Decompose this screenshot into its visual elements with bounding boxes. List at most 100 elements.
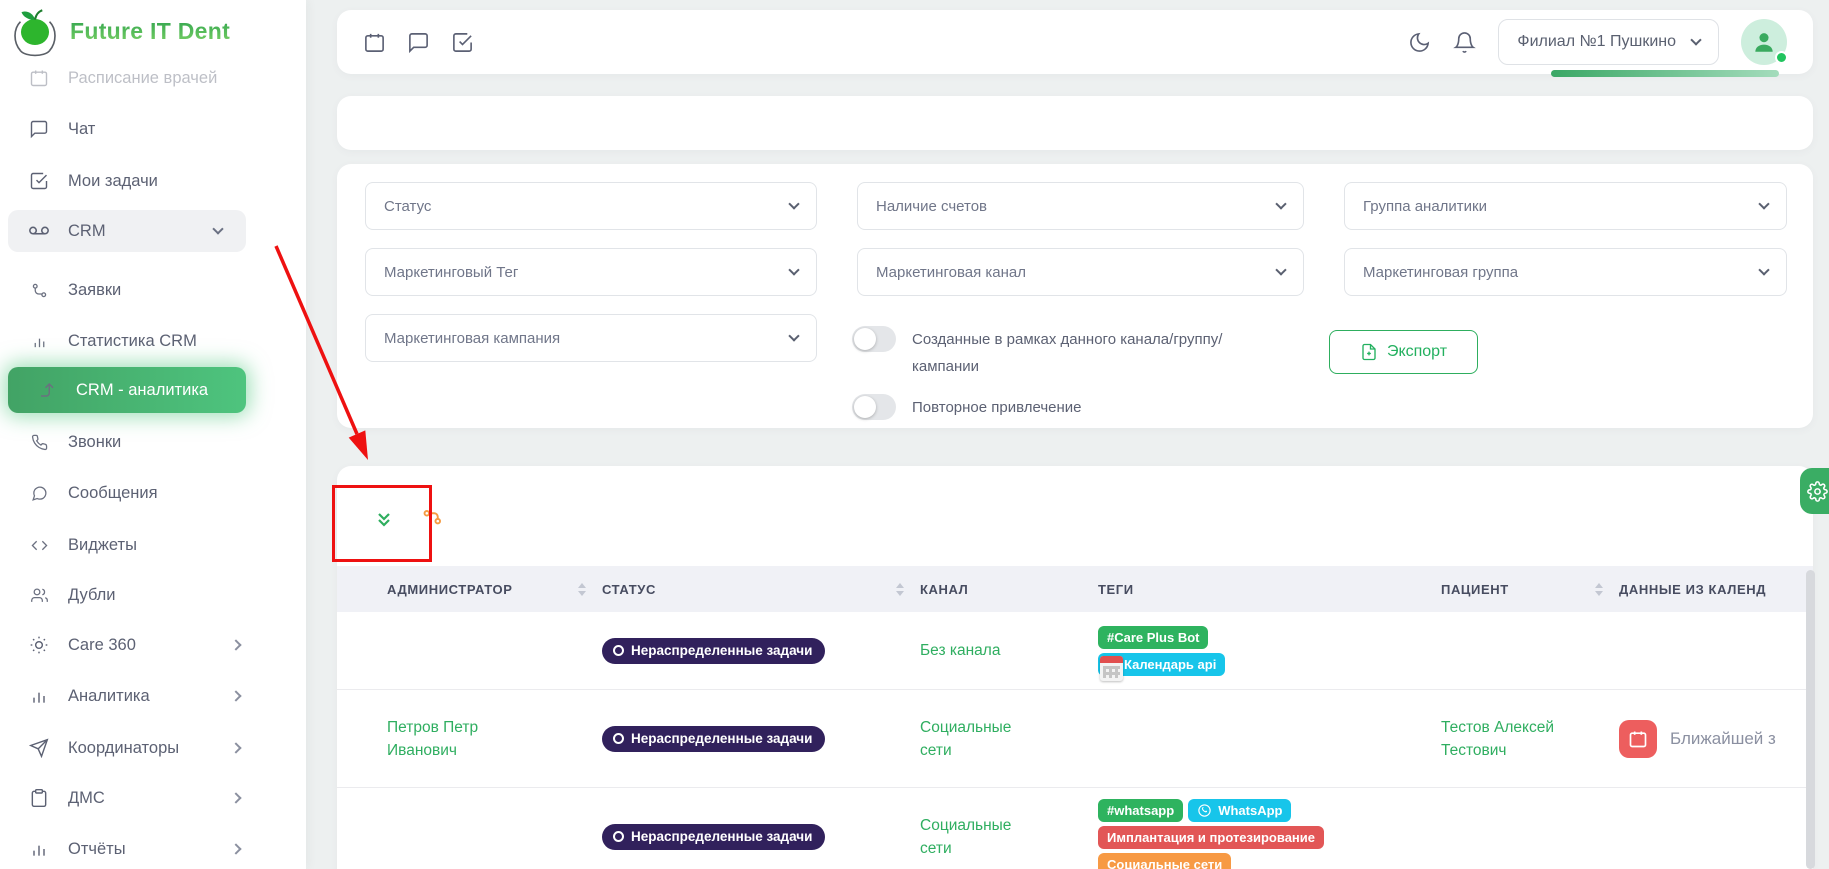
sidebar-item-label: CRM - аналитика	[76, 380, 209, 399]
table-row: Нераспределенные задачи Без канала #Care…	[337, 612, 1813, 690]
sidebar-item-duplicates[interactable]: Дубли	[0, 575, 306, 615]
sidebar-item-my-tasks[interactable]: Мои задачи	[0, 161, 306, 201]
cell-channel[interactable]: Социальные сети	[920, 817, 1012, 857]
sidebar-item-crm[interactable]: CRM	[8, 210, 246, 252]
table-settings-button[interactable]	[1800, 468, 1829, 514]
phone-icon	[30, 434, 48, 451]
column-header-status[interactable]: СТАТУС	[602, 582, 920, 597]
sidebar-item-crm-statistics[interactable]: Статистика CRM	[0, 321, 306, 361]
apple-hands-logo-icon	[10, 4, 60, 58]
column-header-channel[interactable]: КАНАЛ	[920, 581, 969, 597]
sidebar-item-label: Виджеты	[68, 535, 137, 554]
filter-select-marketing-channel[interactable]: Маркетинговая канал	[857, 248, 1304, 296]
top-bar: Филиал №1 Пушкино	[337, 10, 1813, 74]
sidebar-item-crm-analytics[interactable]: CRM - аналитика	[8, 367, 246, 413]
column-header-tags[interactable]: ТЕГИ	[1098, 581, 1134, 597]
bar-chart-icon	[28, 686, 50, 706]
sidebar-item-label: ДМС	[68, 788, 105, 807]
status-circle-icon	[613, 732, 624, 744]
branch-selector-value: Филиал №1 Пушкино	[1517, 33, 1676, 50]
column-header-administrator[interactable]: АДМИНИСТРАТОР	[387, 582, 602, 597]
sidebar-item-label: Координаторы	[68, 738, 180, 757]
sidebar-item-widgets[interactable]: Виджеты	[0, 525, 306, 565]
chevron-down-icon	[788, 264, 800, 276]
cell-tags: #Care Plus Bot Календарь api	[1098, 625, 1441, 681]
status-circle-icon	[613, 831, 624, 842]
moon-icon[interactable]	[1408, 31, 1431, 54]
filter-select-analytics-group[interactable]: Группа аналитики	[1344, 182, 1787, 230]
sidebar-item-label: CRM	[68, 221, 106, 240]
whatsapp-icon	[1197, 803, 1212, 818]
repeat-attraction-toggle[interactable]	[852, 394, 896, 420]
cell-administrator[interactable]: Петров Петр Иванович	[387, 718, 479, 759]
column-header-calendar-data[interactable]: ДАННЫЕ ИЗ КАЛЕНД	[1619, 581, 1767, 597]
cell-status: Нераспределенные задачи	[602, 637, 920, 664]
chevron-right-icon	[230, 792, 242, 804]
sidebar-item-reports[interactable]: Отчёты	[0, 829, 306, 869]
export-button[interactable]: Экспорт	[1329, 330, 1478, 374]
chevron-down-icon	[1275, 198, 1287, 210]
tag-badge: #Care Plus Bot	[1098, 625, 1209, 649]
code-icon	[30, 537, 48, 554]
select-placeholder: Группа аналитики	[1363, 197, 1487, 215]
sidebar-item-requests[interactable]: Заявки	[0, 270, 306, 310]
filter-select-marketing-campaign[interactable]: Маркетинговая кампания	[365, 314, 817, 362]
branch-selector[interactable]: Филиал №1 Пушкино	[1498, 19, 1719, 65]
sidebar-item-label: Сообщения	[68, 483, 158, 502]
toggle-label: Повторное привлечение	[912, 399, 1082, 416]
chevron-down-icon	[1758, 264, 1770, 276]
select-placeholder: Маркетинговая группа	[1363, 263, 1519, 281]
filter-select-marketing-group[interactable]: Маркетинговая группа	[1344, 248, 1787, 296]
created-in-channel-toggle[interactable]	[852, 326, 896, 352]
nearest-appointment-text: Ближайшей з	[1670, 728, 1776, 748]
toggle-label: Созданные в рамках данного канала/группу…	[912, 331, 1223, 375]
sidebar-item-care360[interactable]: Care 360	[0, 625, 306, 665]
sort-icon	[1595, 582, 1603, 596]
calendar-tile-icon[interactable]	[1619, 719, 1657, 758]
filter-select-invoices[interactable]: Наличие счетов	[857, 182, 1304, 230]
online-status-dot	[1775, 51, 1788, 64]
sun-icon	[28, 635, 50, 655]
cell-status: Нераспределенные задачи	[602, 725, 920, 752]
check-square-icon[interactable]	[451, 31, 474, 54]
sidebar-item-doctor-schedule[interactable]: Расписание врачей	[0, 58, 306, 98]
sidebar-item-label: Дубли	[68, 585, 116, 604]
column-header-patient[interactable]: ПАЦИЕНТ	[1441, 582, 1619, 597]
cell-patient[interactable]: Тестов Алексей Тестович	[1441, 718, 1555, 759]
sidebar-item-coordinators[interactable]: Координаторы	[0, 728, 306, 768]
sidebar-item-messages[interactable]: Сообщения	[0, 473, 306, 513]
message-circle-icon	[30, 485, 48, 502]
chevron-right-icon	[230, 843, 242, 855]
user-avatar[interactable]	[1741, 19, 1788, 65]
sidebar-item-label: Care 360	[68, 635, 136, 654]
bell-icon[interactable]	[1453, 31, 1477, 54]
select-placeholder: Маркетинговая канал	[876, 263, 1026, 281]
clipboard-icon	[28, 788, 50, 808]
cell-tags: #whatsapp WhatsApp Имплантация и протези…	[1098, 798, 1441, 869]
gear-icon	[1807, 480, 1828, 502]
status-circle-icon	[613, 644, 624, 656]
sidebar-item-chat[interactable]: Чат	[0, 109, 306, 149]
filter-select-marketing-tag[interactable]: Маркетинговый Тег	[365, 248, 817, 296]
expand-all-chevrons-icon[interactable]	[372, 508, 396, 532]
cell-channel[interactable]: Без канала	[920, 642, 1001, 659]
filter-select-status[interactable]: Статус	[365, 182, 817, 230]
calendar-icon[interactable]	[363, 31, 386, 54]
tag-badge: #whatsapp	[1098, 798, 1184, 822]
vertical-scrollbar[interactable]	[1806, 570, 1815, 869]
cell-channel[interactable]: Социальные сети	[920, 718, 1012, 759]
tag-badge: Социальные сети	[1098, 852, 1232, 869]
corner-up-arrow-icon	[38, 381, 56, 399]
bar-chart-icon	[30, 333, 48, 350]
app-logo: Future IT Dent	[10, 4, 230, 58]
sidebar-item-analytics[interactable]: Аналитика	[0, 676, 306, 716]
table-row: Нераспределенные задачи Социальные сети …	[337, 788, 1813, 869]
sidebar-item-label: Аналитика	[68, 686, 150, 705]
chat-bubble-icon[interactable]	[407, 31, 430, 54]
bar-chart-icon	[28, 839, 50, 859]
partial-card	[337, 96, 1813, 150]
sidebar-item-dms[interactable]: ДМС	[0, 778, 306, 818]
chevron-down-icon	[788, 330, 800, 342]
annotation-red-box	[332, 485, 432, 562]
sidebar-item-calls[interactable]: Звонки	[0, 422, 306, 462]
